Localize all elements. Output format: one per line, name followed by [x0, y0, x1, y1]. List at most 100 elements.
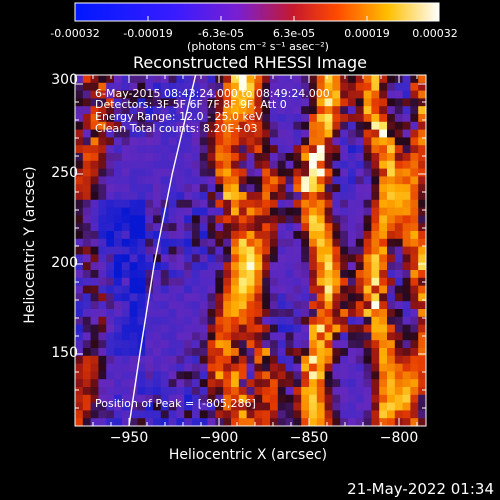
- heatmap-pixel: [98, 246, 107, 255]
- heatmap-pixel: [90, 129, 99, 138]
- heatmap-pixel: [394, 238, 404, 248]
- heatmap-pixel: [363, 231, 372, 240]
- heatmap-pixel: [121, 160, 131, 170]
- heatmap-pixel: [270, 168, 279, 177]
- heatmap-pixel: [371, 262, 380, 271]
- heatmap-pixel: [402, 82, 411, 92]
- heatmap-pixel: [379, 316, 388, 326]
- heatmap-pixel: [176, 207, 185, 216]
- heatmap-pixel: [90, 379, 99, 388]
- heatmap-pixel: [332, 348, 341, 357]
- heatmap-pixel: [160, 82, 170, 92]
- heatmap-pixel: [168, 277, 177, 287]
- heatmap-pixel: [293, 387, 302, 396]
- heatmap-pixel: [363, 316, 372, 326]
- heatmap-pixel: [309, 363, 318, 372]
- heatmap-pixel: [121, 129, 131, 138]
- heatmap-pixel: [231, 231, 240, 240]
- heatmap-pixel: [371, 324, 380, 333]
- heatmap-pixel: [98, 254, 107, 263]
- heatmap-pixel: [277, 387, 287, 396]
- heatmap-pixel: [168, 379, 177, 388]
- heatmap-pixel: [270, 137, 279, 146]
- heatmap-pixel: [410, 246, 419, 255]
- heatmap-pixel: [270, 114, 279, 123]
- heatmap-pixel: [355, 348, 365, 357]
- heatmap-pixel: [176, 238, 185, 248]
- heatmap-pixel: [215, 254, 224, 263]
- heatmap-pixel: [316, 340, 326, 349]
- heatmap-pixel: [168, 270, 177, 279]
- heatmap-pixel: [90, 75, 99, 84]
- heatmap-pixel: [379, 371, 388, 380]
- heatmap-pixel: [293, 176, 302, 185]
- heatmap-pixel: [387, 371, 396, 380]
- heatmap-pixel: [418, 340, 426, 349]
- heatmap-pixel: [387, 192, 396, 201]
- heatmap-pixel: [75, 106, 84, 115]
- heatmap-pixel: [332, 394, 341, 404]
- heatmap-pixel: [176, 215, 185, 224]
- heatmap-pixel: [324, 145, 333, 154]
- heatmap-pixel: [324, 192, 333, 201]
- heatmap-pixel: [316, 363, 326, 372]
- heatmap-pixel: [145, 137, 154, 146]
- heatmap-pixel: [129, 176, 138, 185]
- heatmap-pixel: [153, 98, 162, 107]
- heatmap-pixel: [153, 238, 162, 248]
- heatmap-pixel: [332, 277, 341, 287]
- heatmap-pixel: [379, 176, 388, 185]
- heatmap-pixel: [160, 215, 170, 224]
- heatmap-pixel: [114, 106, 123, 115]
- heatmap-pixel: [199, 114, 209, 123]
- heatmap-pixel: [223, 262, 232, 271]
- heatmap-pixel: [106, 410, 115, 419]
- heatmap-pixel: [301, 238, 310, 248]
- heatmap-pixel: [324, 184, 333, 193]
- heatmap-pixel: [160, 309, 170, 318]
- heatmap-pixel: [121, 106, 131, 115]
- heatmap-pixel: [114, 324, 123, 333]
- heatmap-pixel: [82, 293, 92, 302]
- heatmap-pixel: [199, 98, 209, 107]
- heatmap-pixel: [223, 98, 232, 107]
- heatmap-pixel: [262, 121, 271, 131]
- heatmap-pixel: [348, 355, 357, 365]
- heatmap-pixel: [238, 277, 248, 287]
- heatmap-pixel: [192, 387, 201, 396]
- heatmap-pixel: [192, 199, 201, 209]
- heatmap-pixel: [254, 340, 263, 349]
- heatmap-pixel: [254, 332, 263, 341]
- heatmap-pixel: [340, 301, 349, 310]
- heatmap-pixel: [192, 129, 201, 138]
- heatmap-pixel: [215, 277, 224, 287]
- heatmap-pixel: [309, 199, 318, 209]
- heatmap-pixel: [106, 223, 115, 232]
- heatmap-pixel: [145, 223, 154, 232]
- heatmap-pixel: [332, 418, 341, 426]
- heatmap-pixel: [254, 238, 263, 248]
- heatmap-pixel: [387, 355, 396, 365]
- footer-timestamp: 21-May-2022 01:34: [347, 480, 494, 498]
- heatmap-pixel: [348, 309, 357, 318]
- heatmap-pixel: [348, 254, 357, 263]
- heatmap-pixel: [262, 379, 271, 388]
- heatmap-pixel: [246, 332, 255, 341]
- heatmap-pixel: [199, 246, 209, 255]
- heatmap-pixel: [301, 160, 310, 170]
- heatmap-pixel: [75, 270, 84, 279]
- heatmap-pixel: [184, 129, 193, 138]
- heatmap-pixel: [371, 160, 380, 170]
- heatmap-pixel: [293, 348, 302, 357]
- heatmap-pixel: [309, 82, 318, 92]
- heatmap-pixel: [75, 363, 84, 372]
- heatmap-pixel: [168, 223, 177, 232]
- heatmap-pixel: [199, 363, 209, 372]
- heatmap-pixel: [402, 106, 411, 115]
- heatmap-pixel: [410, 90, 419, 99]
- heatmap-pixel: [75, 309, 84, 318]
- heatmap-pixel: [192, 254, 201, 263]
- heatmap-pixel: [145, 121, 154, 131]
- heatmap-pixel: [98, 418, 107, 426]
- heatmap-pixel: [332, 379, 341, 388]
